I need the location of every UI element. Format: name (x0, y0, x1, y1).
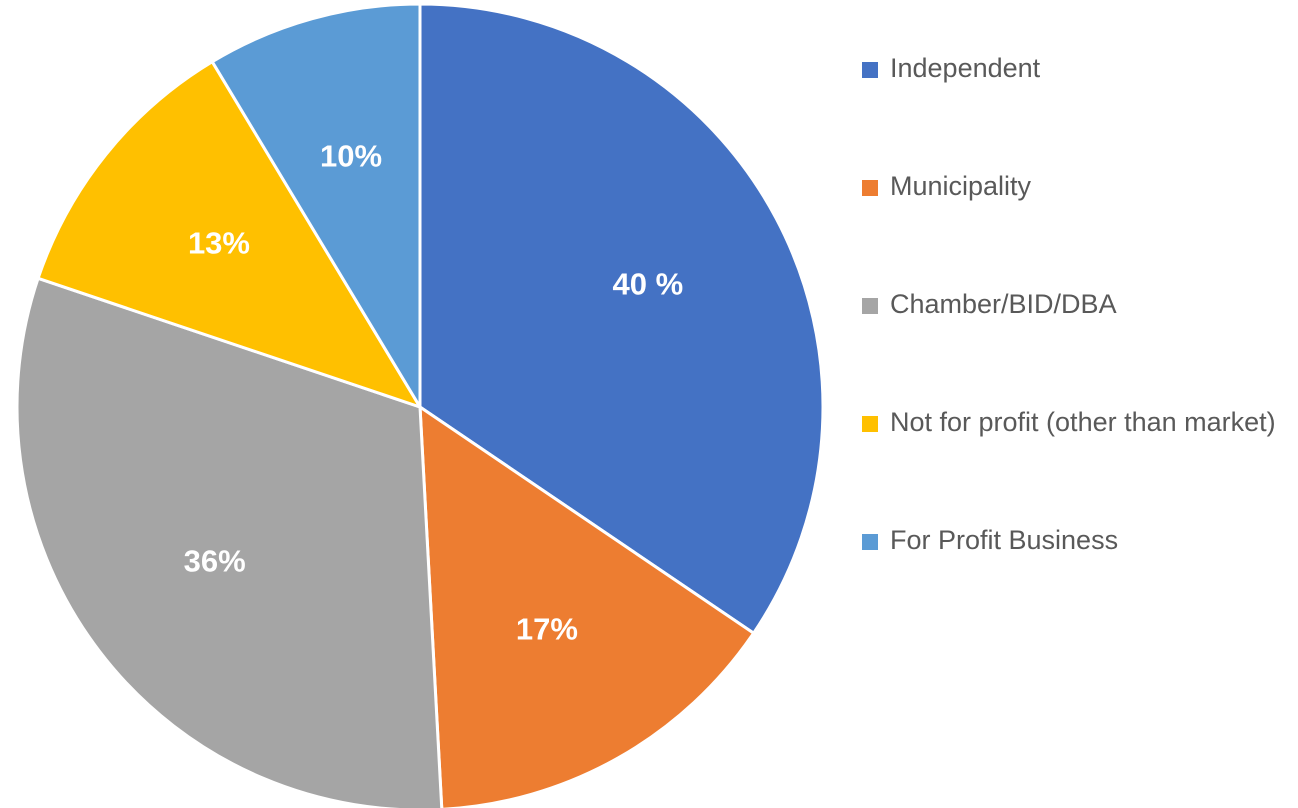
legend-label: Municipality (890, 171, 1032, 201)
pie-slice (418, 404, 756, 808)
legend-label: Chamber/BID/DBA (890, 289, 1117, 319)
legend-label: Independent (890, 53, 1041, 83)
data-label: 40 % (613, 266, 684, 301)
legend-label: Not for profit (other than market) (890, 407, 1276, 437)
legend-swatch (862, 298, 878, 314)
legend-swatch (862, 534, 878, 550)
pie-slice (36, 59, 424, 410)
pie-slice (210, 2, 422, 413)
legend-item: Not for profit (other than market) (862, 404, 1282, 522)
legend-swatch (862, 180, 878, 196)
data-label: 10% (320, 139, 382, 174)
legend-swatch (862, 416, 878, 432)
data-label: 36% (184, 543, 246, 578)
pie-area: 40 % 17% 36% 13% 10% (15, 2, 825, 808)
data-label: 17% (516, 612, 578, 647)
data-label: 13% (188, 226, 250, 261)
pie-slice (15, 276, 444, 808)
legend: Independent Municipality Chamber/BID/DBA No… (862, 50, 1282, 640)
legend-item: For Profit Business (862, 522, 1282, 640)
legend-item: Independent (862, 50, 1282, 168)
legend-swatch (862, 62, 878, 78)
legend-item: Municipality (862, 168, 1282, 286)
pie-slice (418, 2, 825, 636)
legend-label: For Profit Business (890, 525, 1119, 555)
legend-item: Chamber/BID/DBA (862, 286, 1282, 404)
